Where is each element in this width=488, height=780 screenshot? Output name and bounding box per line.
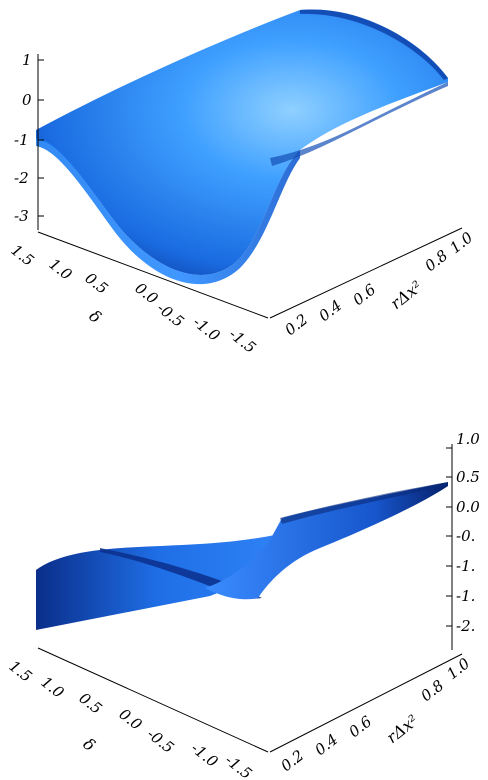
z1-tick-0: 0 — [22, 91, 32, 109]
x2-tick-3: 0.8 — [417, 676, 447, 705]
z1-tick-m3: -3 — [14, 207, 29, 225]
z2-tick-2: 0.0 — [456, 498, 480, 516]
x2-tick-2: 0.6 — [345, 712, 375, 741]
y2-tick-1: 1.0 — [38, 673, 68, 702]
x1-tick-0: 0.2 — [281, 310, 311, 339]
surface-2 — [36, 482, 448, 630]
y2-axis-label: δ — [80, 734, 99, 755]
y-axis-2: 1.5 1.0 0.5 0.0 -0.5 -1.0 -1.5 δ — [6, 647, 269, 780]
z1-tick-m1: -1 — [14, 131, 29, 149]
y2-tick-6: -1.5 — [222, 751, 256, 780]
x2-tick-1: 0.4 — [311, 730, 341, 759]
z1-tick-1: 1 — [22, 51, 32, 69]
z2-tick-0: 1.0 — [456, 430, 480, 448]
y2-tick-2: 0.5 — [76, 689, 106, 718]
y2-tick-0: 1.5 — [6, 657, 36, 686]
surface-1 — [36, 9, 448, 285]
y2-tick-3: 0.0 — [116, 705, 146, 734]
y2-tick-4: -0.5 — [144, 725, 178, 757]
x1-tick-3: 0.8 — [421, 246, 451, 275]
y1-tick-1: 1.0 — [46, 255, 76, 284]
x-axis-1: 0.2 0.4 0.6 0.8 1.0 rΔx² — [269, 227, 477, 339]
plot-1: 1 0 -1 -2 -3 1.5 1.0 0.5 0.0 -0.5 -1.0 -… — [8, 9, 477, 357]
x2-tick-0: 0.2 — [277, 746, 307, 775]
z1-tick-m2: -2 — [14, 169, 29, 187]
y1-axis-label: δ — [86, 306, 105, 327]
x-axis-2: 0.2 0.4 0.6 0.8 1.0 rΔx² — [269, 653, 474, 775]
z2-tick-1: 0.5 — [456, 468, 480, 486]
x2-tick-4: 1.0 — [443, 654, 473, 683]
z2-tick-5: -1. — [456, 587, 475, 605]
z-axis-1: 1 0 -1 -2 -3 — [14, 51, 44, 230]
z2-tick-4: -1. — [456, 557, 475, 575]
z-axis-2: 1.0 0.5 0.0 -0. -1. -1. -2. — [446, 430, 480, 650]
z2-tick-6: -2. — [456, 617, 475, 635]
x1-tick-1: 0.4 — [315, 296, 345, 325]
y1-tick-4: -0.5 — [154, 299, 188, 331]
y1-tick-0: 1.5 — [8, 241, 38, 270]
y1-tick-6: -1.5 — [226, 325, 260, 357]
x1-tick-4: 1.0 — [446, 228, 476, 257]
y1-tick-5: -1.0 — [190, 313, 224, 345]
plot-2: 1.0 0.5 0.0 -0. -1. -1. -2. 1.5 1.0 0.5 … — [6, 430, 481, 780]
x1-tick-2: 0.6 — [349, 280, 379, 309]
x2-axis-label: rΔx² — [383, 711, 422, 747]
y1-tick-2: 0.5 — [82, 269, 112, 298]
x1-axis-label: rΔx² — [387, 277, 426, 313]
z2-tick-3: -0. — [456, 527, 475, 545]
y2-tick-5: -1.0 — [188, 739, 222, 771]
y1-tick-3: 0.0 — [132, 279, 162, 308]
